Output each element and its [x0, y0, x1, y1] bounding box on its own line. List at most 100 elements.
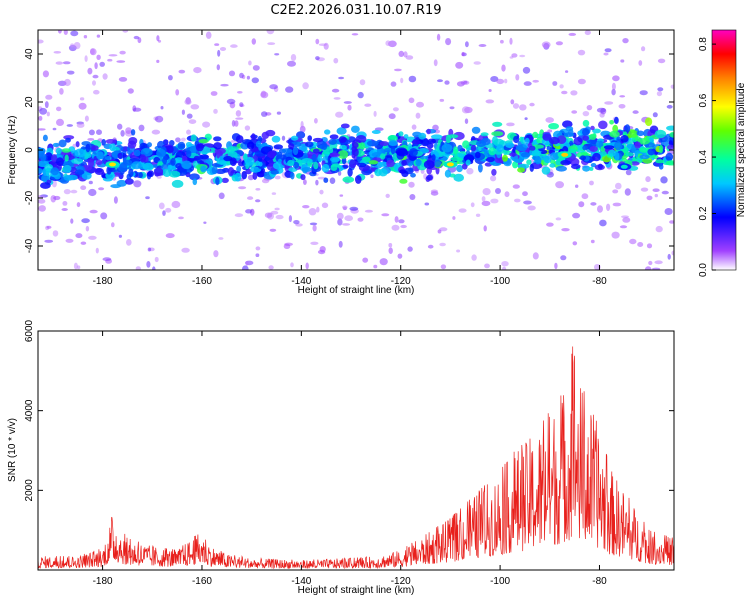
spectrogram-speckle	[38, 128, 46, 131]
spectrogram-speckle	[271, 192, 277, 195]
spectrogram-speckle	[53, 51, 62, 54]
spectrogram-speckle	[247, 196, 254, 200]
spectrogram-speckle	[56, 106, 62, 112]
colorbar-tick-label: 0.6	[698, 93, 709, 107]
spectrogram-speckle	[333, 97, 341, 100]
spectrogram-y-label: Frequency (Hz)	[7, 116, 18, 185]
spectrogram-band-cell	[339, 144, 347, 150]
spectrogram-speckle	[555, 41, 564, 46]
spectrogram-band-cell	[243, 153, 248, 160]
spectrogram-band-cell	[177, 141, 186, 150]
spectrogram-speckle	[657, 87, 664, 92]
spectrogram-speckle	[160, 106, 164, 110]
spectrogram-band-cell	[465, 159, 471, 166]
snr-x-tick-label: -120	[391, 576, 411, 587]
spectrogram-band-cell	[409, 148, 418, 157]
spectrogram-speckle	[362, 257, 369, 263]
spectrogram-speckle	[654, 193, 658, 198]
spectrogram-band-cell	[478, 163, 483, 173]
spectrogram-speckle	[644, 266, 652, 270]
spectrogram-band-cell	[146, 171, 153, 177]
spectrogram-band-cell	[312, 148, 320, 154]
spectrogram-band-cell	[175, 163, 183, 169]
spectrogram-band-cell	[457, 144, 463, 152]
spectrogram-speckle	[461, 51, 465, 57]
spectrogram-speckle	[302, 82, 309, 90]
spectrogram-band-cell	[399, 178, 408, 184]
spectrogram-band-cell	[549, 163, 556, 168]
spectrogram-hotspot-core	[620, 164, 628, 169]
spectrogram-speckle	[364, 103, 372, 107]
spectrogram-speckle	[84, 55, 88, 62]
spectrogram-band-cell	[625, 152, 634, 157]
spectrogram-band-cell	[541, 166, 551, 175]
spectrogram-band-cell	[410, 173, 416, 178]
spectrogram-band-cell	[379, 141, 389, 147]
colorbar-tick-label: 0.8	[698, 37, 709, 51]
spectrogram-band-cell	[609, 120, 614, 125]
spectrogram-band-cell	[647, 148, 655, 156]
spectrogram-band-cell	[324, 129, 331, 135]
spectrogram-speckle	[94, 62, 98, 70]
spectrogram-speckle	[437, 79, 443, 83]
spectrogram-speckle	[287, 60, 296, 67]
spectrogram-speckle	[255, 246, 261, 251]
spectrogram-speckle	[527, 205, 536, 211]
spectrogram-speckle	[244, 125, 251, 131]
spectrogram-band-cell	[396, 148, 409, 157]
spectrogram-band-cell	[665, 152, 674, 161]
spectrogram-speckle	[290, 54, 297, 61]
spectrogram-speckle	[440, 264, 447, 270]
spectrogram-speckle	[571, 110, 578, 114]
spectrogram-y-tick-label: -40	[24, 238, 35, 253]
spectrogram-speckle	[620, 59, 625, 63]
colorbar-tick-label: 0.2	[698, 206, 709, 220]
spectrogram-speckle	[523, 200, 532, 205]
spectrogram-speckle	[496, 78, 505, 85]
spectrogram-band-cell	[273, 144, 283, 150]
spectrogram-speckle	[343, 101, 352, 104]
spectrogram-speckle	[255, 253, 260, 257]
spectrogram-speckle	[408, 75, 417, 83]
snr-chart: -180 -160 -140 -120 -100 -80 2000 4000 6000 Heig…	[7, 319, 675, 596]
spectrogram-speckle	[154, 256, 159, 263]
spectrogram-speckle	[55, 61, 63, 65]
spectrogram-band-cell	[441, 143, 453, 153]
spectrogram-speckle	[512, 103, 520, 109]
spectrogram-speckle	[622, 38, 629, 44]
spectrogram-speckle	[657, 58, 666, 64]
spectrogram-speckle	[237, 91, 243, 94]
spectrogram-band-cell	[492, 121, 503, 127]
spectrogram-speckle	[122, 30, 129, 33]
spectrogram-band-cell	[40, 152, 47, 162]
spectrogram-speckle	[288, 215, 292, 223]
spectrogram-speckle	[92, 80, 96, 86]
spectrogram-band-cell	[87, 159, 95, 168]
spectrogram-band-cell	[654, 129, 667, 139]
spectrogram-band-cell	[216, 160, 229, 165]
spectrogram-band-cell	[128, 137, 138, 145]
snr-y-tick-label: 4000	[24, 399, 35, 422]
spectrogram-speckle	[400, 224, 407, 229]
spectrogram-speckle	[398, 219, 405, 224]
spectrogram-band-cell	[589, 133, 597, 141]
spectrogram-band-cell	[162, 168, 172, 177]
spectrogram-speckle	[465, 41, 469, 48]
spectrogram-band-cell	[491, 168, 497, 176]
spectrogram-band-cell	[227, 167, 235, 176]
spectrogram-speckle	[46, 111, 50, 117]
spectrogram-speckle	[511, 53, 518, 58]
spectrogram-speckle	[79, 97, 85, 101]
spectrogram-band-cell	[329, 152, 340, 158]
spectrogram-speckle	[611, 88, 616, 96]
spectrogram-band-cell	[192, 178, 198, 186]
spectrogram-speckle	[632, 110, 639, 114]
spectrogram-band-cell	[388, 140, 398, 146]
spectrogram-speckle	[671, 250, 674, 256]
spectrogram-band-cell	[379, 161, 388, 167]
spectrogram-speckle	[234, 213, 244, 218]
spectrogram-speckle	[76, 122, 85, 128]
spectrogram-speckle	[646, 243, 653, 249]
spectrogram-band-cell	[665, 160, 674, 166]
spectrogram-x-label: Height of straight line (km)	[298, 285, 415, 296]
